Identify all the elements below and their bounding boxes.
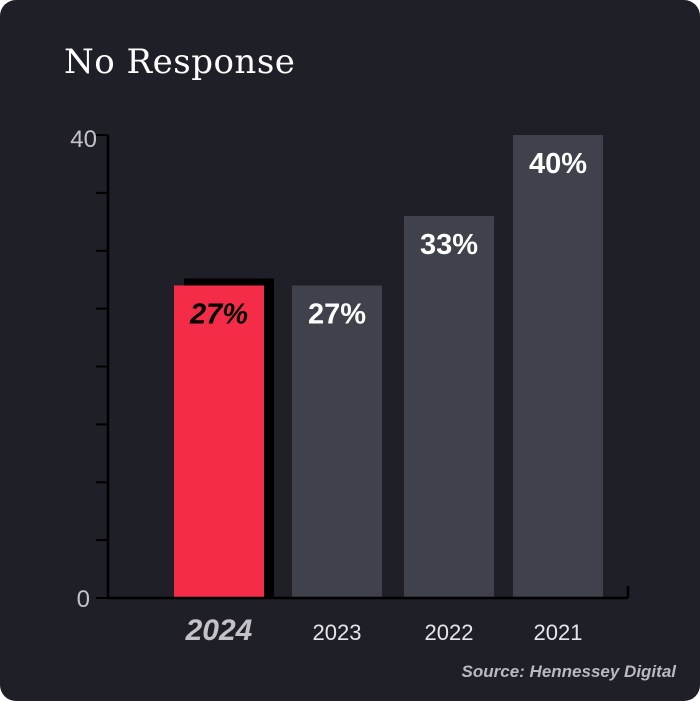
value-label-2022: 33% (420, 229, 478, 261)
source-note: Source: Hennessey Digital (461, 662, 676, 681)
x-tick-label-2024: 2024 (185, 614, 253, 647)
value-label-2021: 40% (529, 148, 587, 180)
x-tick-label-2022: 2022 (425, 620, 474, 645)
x-tick-label-2023: 2023 (313, 620, 362, 645)
value-label-2023: 27% (308, 298, 366, 330)
bar-2021 (513, 135, 603, 598)
x-tick-label-2021: 2021 (534, 620, 583, 645)
bar-2024 (174, 285, 264, 598)
bar-2022 (404, 216, 494, 598)
bar-2023 (292, 285, 382, 598)
chart-title: No Response (64, 42, 296, 82)
y-tick-label-min: 0 (77, 586, 90, 613)
y-tick-label-max: 40 (70, 126, 97, 153)
value-label-2024: 27% (189, 298, 248, 330)
